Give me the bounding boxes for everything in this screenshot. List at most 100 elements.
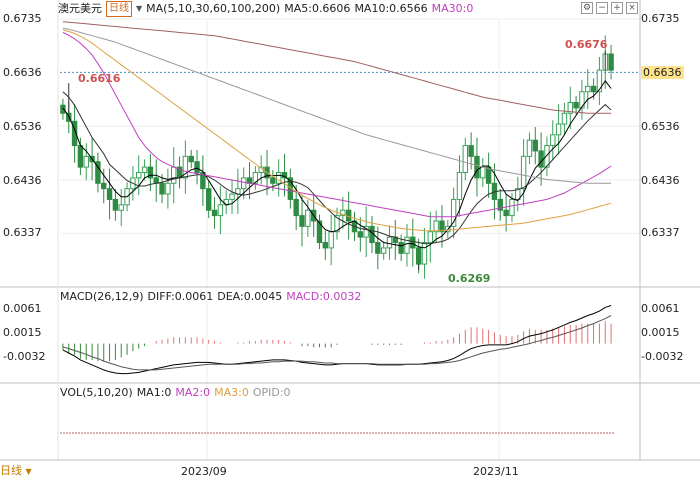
candle-body	[462, 145, 468, 174]
vol-ma1: MA1:0	[136, 386, 172, 399]
panel-borders	[0, 0, 700, 461]
price-tick-left: 0.6636	[3, 66, 42, 79]
macd-dea: DEA:0.0045	[217, 290, 283, 303]
candle-body	[118, 204, 124, 211]
candle-body	[357, 231, 364, 238]
candle-body	[322, 242, 329, 249]
candle-body	[334, 215, 340, 233]
price-tick-left: 0.6735	[3, 12, 42, 25]
macd-macd: MACD:0.0032	[286, 290, 362, 303]
chevron-down-icon: ▼	[25, 467, 32, 476]
price-tick-right: 0.6536	[641, 120, 680, 133]
candle-body	[171, 166, 177, 184]
candle-body	[293, 198, 299, 217]
candle-body	[375, 242, 381, 254]
macd-title: MACD(26,12,9)	[60, 290, 144, 303]
price-tick-right: 0.6735	[641, 12, 680, 25]
minus-icon[interactable]: −	[596, 2, 608, 14]
candle-body	[83, 155, 89, 168]
price-tick-right: 0.6436	[641, 174, 680, 187]
candle-body	[194, 161, 200, 174]
candle-body	[305, 209, 311, 227]
close-icon[interactable]: ×	[626, 2, 638, 14]
candle-body	[404, 236, 410, 254]
candle-body	[217, 204, 224, 217]
macd-diff-line	[62, 305, 612, 375]
candle-body	[246, 177, 253, 184]
ma-line-ma30	[62, 32, 612, 218]
candle-body	[480, 166, 486, 179]
ma-line-ma100	[62, 27, 612, 184]
candle-body	[544, 145, 550, 168]
macd-tick-right: -0.0032	[641, 350, 684, 363]
candle-body	[550, 134, 556, 147]
candle-body	[608, 53, 614, 71]
ma-line-ma200	[62, 21, 612, 114]
candle-body	[526, 139, 533, 157]
x-tick-label: 2023/09	[181, 465, 227, 478]
candle-body	[281, 172, 288, 179]
candle-body	[579, 91, 585, 109]
candle-body	[106, 188, 113, 200]
candle-body	[427, 231, 434, 244]
candle-body	[188, 155, 194, 163]
vol-ma3: MA3:0	[214, 386, 249, 399]
period-footer-label[interactable]: 日线 ▼	[0, 462, 32, 478]
candle-body	[77, 145, 84, 168]
settings-gear-icon[interactable]: ⚙	[581, 2, 593, 14]
candle-body	[503, 209, 509, 217]
ma-line-ma60	[62, 29, 612, 232]
vol-opid: OPID:0	[252, 386, 291, 399]
candle-body	[299, 215, 305, 227]
candle-body	[270, 177, 276, 184]
candle-body	[573, 101, 579, 109]
candle-body	[182, 155, 189, 179]
candle-body	[141, 166, 148, 174]
high-annotation-left: 0.6616	[78, 72, 121, 85]
candle-body	[252, 172, 259, 184]
macd-tick-right: 0.0015	[641, 326, 680, 339]
price-tick-right: 0.6337	[641, 226, 680, 239]
chevron-down-icon[interactable]: ▼	[136, 4, 143, 13]
candle-body	[520, 155, 527, 190]
vol-header: VOL(5,10,20) MA1:0 MA2:0 MA3:0 OPID:0	[60, 386, 291, 400]
candle-body	[485, 166, 492, 184]
candle-body	[275, 172, 282, 184]
candle-body	[386, 236, 393, 249]
candle-body	[415, 247, 422, 265]
candle-body	[532, 139, 538, 152]
vol-title: VOL(5,10,20)	[60, 386, 133, 399]
macd-lines	[62, 305, 612, 375]
candle-body	[340, 209, 346, 217]
candle-body	[439, 220, 445, 233]
high-annotation-right: 0.6676	[565, 38, 608, 51]
candle-body	[433, 220, 439, 233]
ma5-value: MA5:0.6606	[284, 2, 351, 15]
candle-body	[561, 112, 568, 125]
candle-body	[585, 85, 591, 93]
price-tick-left: 0.6337	[3, 226, 42, 239]
candle-body	[515, 188, 521, 200]
candle-body	[450, 198, 457, 227]
macd-tick-left: 0.0061	[3, 302, 42, 315]
candle-body	[497, 198, 503, 211]
candle-body	[147, 166, 154, 179]
period-badge[interactable]: 日线	[106, 1, 132, 17]
macd-header: MACD(26,12,9) DIFF:0.0061 DEA:0.0045 MAC…	[60, 290, 361, 304]
macd-histogram	[62, 321, 612, 362]
moving-average-lines	[62, 21, 612, 249]
candle-body	[567, 101, 573, 114]
macd-tick-left: -0.0032	[3, 350, 46, 363]
candle-body	[316, 220, 323, 244]
candle-body	[596, 69, 603, 93]
plus-icon[interactable]: +	[611, 2, 623, 14]
period-footer-text: 日线	[0, 464, 22, 477]
candle-body	[71, 120, 78, 147]
ma10-value: MA10:0.6566	[354, 2, 428, 15]
macd-tick-left: 0.0015	[3, 326, 42, 339]
macd-dea-line	[62, 315, 612, 371]
candle-body	[555, 123, 562, 136]
candle-body	[456, 172, 463, 200]
candle-body	[509, 198, 515, 217]
